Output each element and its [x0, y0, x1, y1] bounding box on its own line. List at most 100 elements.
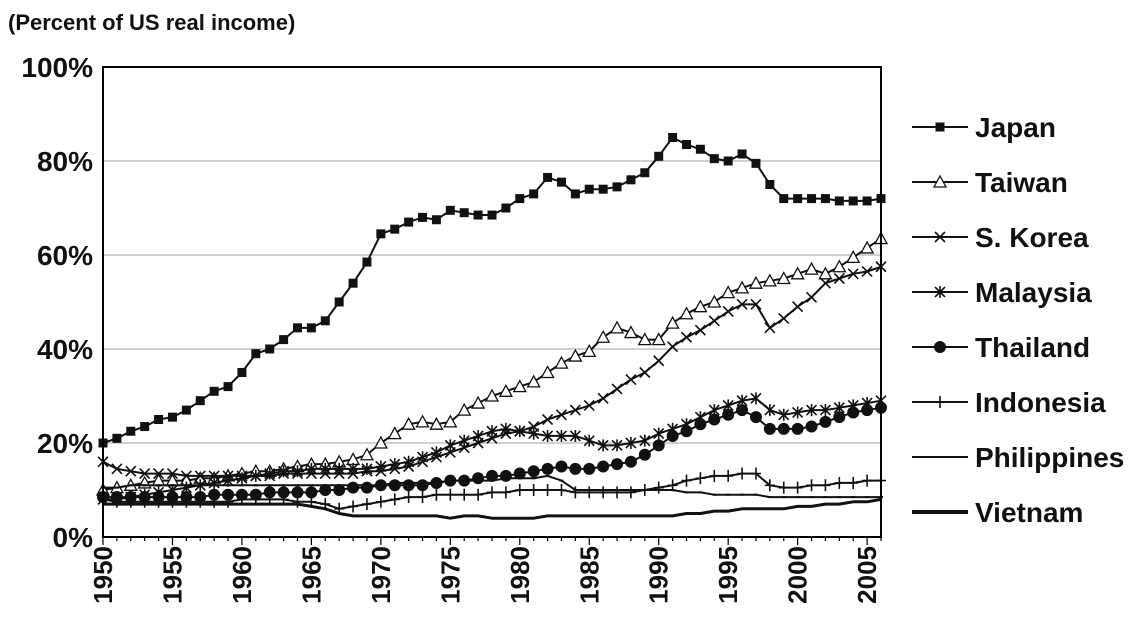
data-point-indonesia [445, 488, 456, 501]
data-point-philippines [740, 493, 745, 496]
data-point-malaysia [264, 467, 276, 480]
data-point-thailand [527, 465, 540, 478]
data-point-taiwan [554, 355, 569, 369]
data-point-japan [140, 422, 150, 432]
data-point-indonesia [598, 486, 609, 499]
data-point-malaysia [486, 425, 498, 438]
data-point-philippines [823, 496, 828, 499]
series-philippines [101, 474, 883, 499]
data-point-philippines [545, 474, 550, 477]
data-point-japan [431, 215, 441, 225]
data-point-japan [682, 140, 691, 150]
data-point-taiwan [665, 315, 680, 329]
data-point-thailand [597, 460, 610, 473]
data-point-philippines [670, 489, 675, 491]
data-point-indonesia [459, 488, 470, 501]
data-point-philippines [767, 496, 772, 499]
data-point-taiwan [707, 294, 722, 308]
legend-marker [935, 396, 945, 408]
data-point-malaysia [514, 425, 526, 438]
data-point-philippines [267, 484, 272, 487]
data-point-thailand [541, 462, 554, 475]
data-point-indonesia [403, 491, 414, 504]
legend-label: Taiwan [975, 167, 1068, 198]
data-point-s-korea [583, 399, 595, 411]
data-point-thailand [736, 404, 749, 417]
data-point-indonesia [181, 495, 192, 508]
data-point-philippines [337, 484, 342, 487]
data-point-taiwan [429, 416, 444, 430]
data-point-indonesia [848, 476, 859, 489]
data-point-s-korea [139, 467, 151, 480]
legend: Japan Taiwan S. Korea Malaysia Thailand Indon… [912, 112, 1124, 528]
data-point-philippines [837, 496, 842, 499]
legend-item-taiwan: Taiwan [912, 167, 1068, 198]
data-point-philippines [170, 484, 175, 487]
data-point-taiwan [846, 249, 861, 264]
x-tick-label: 1980 [505, 546, 535, 604]
plot-area-frame [102, 66, 882, 538]
data-point-indonesia [348, 500, 359, 513]
data-point-indonesia [195, 495, 206, 508]
data-point-japan [598, 184, 608, 194]
data-point-indonesia [584, 486, 595, 499]
data-point-japan [459, 208, 469, 218]
data-point-japan [348, 278, 358, 288]
data-point-philippines [378, 484, 383, 487]
data-point-taiwan [623, 325, 639, 339]
legend-label: Philippines [975, 442, 1124, 473]
data-point-philippines [406, 481, 411, 484]
data-point-indonesia [417, 491, 428, 504]
x-tick-label: 1990 [644, 546, 674, 604]
data-point-malaysia [611, 439, 623, 452]
data-point-japan [334, 297, 344, 307]
data-point-s-korea [166, 467, 179, 480]
series-lines [95, 133, 889, 520]
data-point-s-korea [569, 404, 581, 416]
data-point-thailand [416, 479, 429, 492]
data-point-taiwan [568, 348, 583, 362]
series-vietnam [103, 497, 882, 520]
data-point-japan [279, 335, 289, 345]
series-line-taiwan [102, 237, 882, 491]
data-point-s-korea [125, 465, 137, 477]
data-point-philippines [212, 484, 217, 487]
data-point-philippines [198, 484, 203, 487]
data-point-japan [515, 194, 525, 204]
data-point-japan [668, 133, 678, 142]
data-point-indonesia [125, 495, 136, 508]
data-point-japan [181, 405, 191, 415]
data-point-japan [793, 194, 803, 204]
data-point-malaysia [458, 434, 470, 447]
data-point-japan [390, 224, 400, 234]
legend-label: S. Korea [975, 222, 1089, 253]
data-point-japan [209, 386, 219, 396]
legend-item-indonesia: Indonesia [912, 387, 1106, 418]
data-point-indonesia [792, 481, 803, 494]
data-point-malaysia [333, 462, 345, 475]
data-point-thailand [847, 406, 860, 419]
data-point-philippines [753, 493, 758, 496]
data-point-taiwan [359, 447, 375, 461]
data-point-s-korea [639, 366, 651, 379]
data-point-malaysia [444, 439, 456, 452]
data-point-japan [529, 189, 539, 199]
data-point-taiwan [651, 332, 666, 346]
x-axis-ticks: 1950 1955 1960 1965 1970 1975 1980 1985 1990 1995… [88, 537, 882, 604]
data-point-japan [112, 433, 122, 443]
data-point-indonesia [764, 479, 775, 492]
data-point-japan [487, 210, 497, 220]
data-point-thailand [666, 429, 679, 442]
data-point-thailand [555, 460, 568, 473]
data-point-japan [848, 196, 858, 206]
data-point-taiwan [790, 266, 805, 280]
data-point-thailand [305, 486, 318, 499]
data-point-s-korea [611, 383, 623, 395]
data-point-indonesia [487, 486, 497, 499]
x-tick-label: 1995 [713, 546, 743, 604]
data-point-philippines [184, 484, 189, 487]
legend-label: Japan [975, 112, 1056, 143]
data-point-indonesia [292, 495, 303, 508]
data-point-philippines [851, 496, 856, 499]
